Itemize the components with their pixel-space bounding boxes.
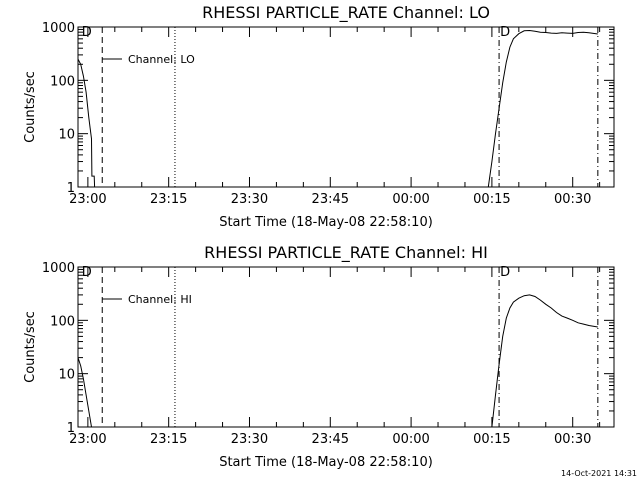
annotation-marker: D xyxy=(500,265,510,280)
x-tick-label: 00:00 xyxy=(392,192,429,207)
x-tick-label: 00:30 xyxy=(554,192,591,207)
x-tick-label: 23:30 xyxy=(231,432,268,447)
annotation-marker: D xyxy=(500,25,510,40)
x-axis-label: Start Time (18-May-08 22:58:10) xyxy=(219,215,433,230)
y-tick-label: 10 xyxy=(58,368,75,383)
plot-frame xyxy=(77,26,615,188)
annotation-marker: D xyxy=(82,25,92,40)
x-tick-label: 23:45 xyxy=(312,432,349,447)
x-tick-label: 00:30 xyxy=(554,432,591,447)
x-tick-label: 23:00 xyxy=(69,192,106,207)
x-tick-label: 23:15 xyxy=(150,432,187,447)
x-tick-label: 00:00 xyxy=(392,432,429,447)
y-tick-label: 1 xyxy=(67,181,75,196)
chart-title: RHESSI PARTICLE_RATE Channel: LO xyxy=(202,3,490,23)
x-tick-label: 00:15 xyxy=(473,192,510,207)
legend-label: Channel: LO xyxy=(128,53,195,66)
series-line-1 xyxy=(491,294,598,428)
y-tick-label: 10 xyxy=(58,128,75,143)
y-axis-label: Counts/sec xyxy=(23,71,38,143)
x-tick-label: 23:45 xyxy=(312,192,349,207)
y-tick-label: 1000 xyxy=(42,21,75,36)
x-tick-label: 23:30 xyxy=(231,192,268,207)
y-axis-label: Counts/sec xyxy=(23,311,38,383)
legend-label: Channel: HI xyxy=(128,293,192,306)
annotation-marker: D xyxy=(82,265,92,280)
timestamp-footer: 14-Oct-2021 14:31 xyxy=(561,469,637,478)
x-tick-label: 00:15 xyxy=(473,432,510,447)
panel-lo-channel: RHESSI PARTICLE_RATE Channel: LO 1 10 100 10… xyxy=(23,3,615,230)
x-tick-label: 23:00 xyxy=(69,432,106,447)
chart-title: RHESSI PARTICLE_RATE Channel: HI xyxy=(204,243,488,263)
panel-hi-channel: RHESSI PARTICLE_RATE Channel: HI 1 10 100 10… xyxy=(23,243,615,470)
x-axis-label: Start Time (18-May-08 22:58:10) xyxy=(219,455,433,470)
y-tick-label: 100 xyxy=(50,74,75,89)
series-line-1 xyxy=(487,29,598,188)
y-tick-label: 1 xyxy=(67,421,75,436)
plot-frame xyxy=(77,266,615,428)
y-tick-label: 1000 xyxy=(42,261,75,276)
series-line-0 xyxy=(77,58,96,188)
x-tick-label: 23:15 xyxy=(150,192,187,207)
series-line-0 xyxy=(77,357,92,428)
y-tick-label: 100 xyxy=(50,314,75,329)
